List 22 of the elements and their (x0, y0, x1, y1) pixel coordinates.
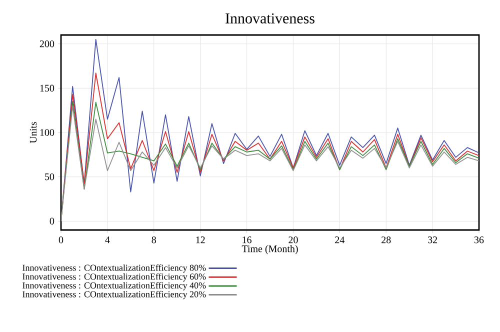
legend-label: Innovativeness : COntextualizationEfficiency 40% (22, 282, 206, 290)
legend-label: Innovativeness : COntextualizationEfficiency 20% (22, 290, 206, 300)
x-tick-label: 36 (474, 236, 484, 244)
x-tick-label: 8 (152, 236, 156, 244)
legend-label: Innovativeness : COntextualizationEfficiency 60% (22, 273, 206, 282)
y-axis-title: Units (30, 122, 37, 144)
x-tick-label: 24 (335, 236, 345, 244)
y-tick-label: 200 (40, 40, 54, 48)
x-tick-label: 4 (105, 236, 110, 244)
y-tick-label: 50 (45, 173, 54, 180)
x-tick-label: 20 (288, 236, 298, 244)
y-tick-label: 0 (50, 218, 54, 225)
x-tick-label: 0 (58, 236, 64, 244)
x-tick-label: 16 (242, 236, 252, 244)
x-tick-label: 28 (382, 236, 391, 244)
x-tick-label: 32 (428, 236, 438, 244)
x-tick-label: 12 (196, 236, 205, 244)
y-tick-label: 100 (40, 129, 54, 136)
x-axis-title: Time (Month) (242, 245, 298, 254)
y-tick-label: 150 (40, 84, 54, 92)
chart-title: Innovativeness (226, 13, 314, 24)
legend-label: Innovativeness : COntextualizationEfficiency 80% (22, 264, 206, 273)
